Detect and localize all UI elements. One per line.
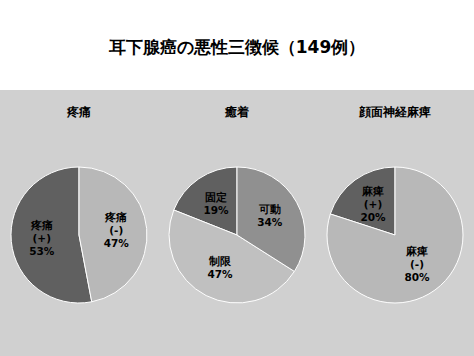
subtitle: 癒着 (224, 105, 249, 119)
slice-label-line: 19% (203, 204, 229, 216)
slice-label: 固定19% (203, 191, 229, 216)
slice-label-line: (+) (364, 198, 382, 210)
slice-label-line: (-) (109, 224, 123, 236)
slice-label-line: (-) (410, 258, 424, 270)
slice-label: 麻痺(-)80% (404, 245, 430, 283)
slice-labels: 疼痛(+)53%疼痛(-)47% (29, 211, 129, 256)
slice-labels: 麻痺(+)20%麻痺(-)80% (360, 185, 430, 284)
slice-label-line: 34% (257, 216, 283, 228)
pie: 癒着固定19% 制限47% 可動34% (169, 105, 305, 304)
pie: 疼痛疼痛(+)53%疼痛(-)47% (11, 105, 147, 304)
slice-label-line: (+) (33, 232, 51, 244)
slice-label-line: 麻痺 (405, 245, 428, 257)
slice-label-line: 53% (29, 245, 55, 257)
slice (79, 167, 147, 302)
slice-label-line: 疼痛 (104, 211, 127, 223)
slice-label-line: 可動 (258, 203, 281, 215)
slice-label-line: 47% (207, 268, 233, 280)
chart-area (0, 90, 474, 356)
pie: 顔面神経麻痺麻痺(+)20%麻痺(-)80% (327, 105, 463, 304)
chart: 耳下腺癌の悪性三徴候（149例）疼痛疼痛(+)53%疼痛(-)47%癒着固定19… (0, 0, 474, 356)
slice-label-line: 麻痺 (361, 185, 384, 197)
slice-label: 疼痛(-)47% (104, 211, 130, 249)
slice-label-line: 疼痛 (30, 219, 53, 231)
subtitle: 疼痛 (66, 105, 91, 119)
slice-label: 可動34% (257, 203, 283, 228)
slice-label: 麻痺(+)20% (360, 185, 386, 223)
slice (237, 167, 305, 271)
subtitle: 顔面神経麻痺 (358, 105, 431, 119)
slice-label-line: 制限 (208, 255, 232, 267)
slice-label-line: 固定 (205, 191, 227, 203)
slice (327, 167, 463, 303)
title: 耳下腺癌の悪性三徴候（149例） (108, 37, 366, 57)
slice-label: 疼痛(+)53% (29, 219, 55, 257)
slice-label-line: 20% (360, 211, 386, 223)
background (0, 0, 474, 356)
slice-label: 制限47% (207, 255, 233, 280)
slice-label-line: 47% (104, 237, 130, 249)
slice-labels: 固定19% 制限47% 可動34% (203, 191, 282, 280)
slice-label-line: 80% (404, 271, 430, 283)
